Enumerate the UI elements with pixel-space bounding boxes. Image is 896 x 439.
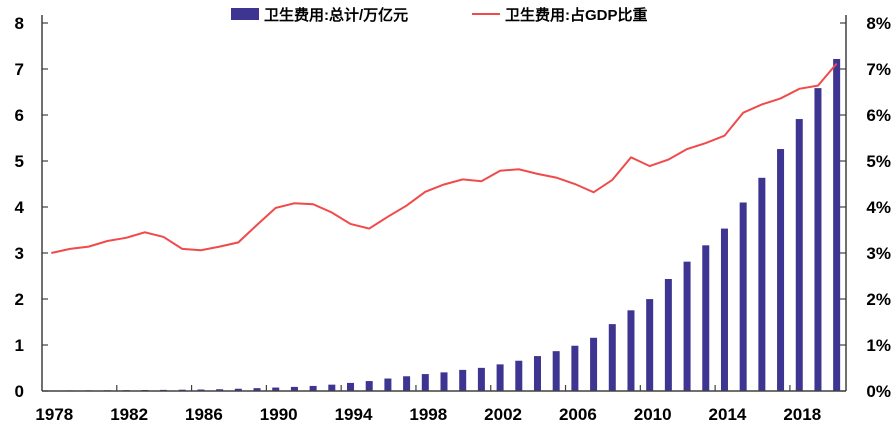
right-tick-label: 7% — [866, 60, 891, 79]
right-tick-label: 0% — [866, 382, 891, 401]
bar-1996 — [384, 379, 391, 391]
left-tick-label: 1 — [15, 336, 24, 355]
bar-1998 — [422, 374, 429, 391]
left-tick-label: 6 — [15, 106, 24, 125]
right-tick-label: 3% — [866, 244, 891, 263]
bar-2019 — [814, 88, 821, 391]
bar-2020 — [833, 59, 840, 391]
x-tick-label: 1990 — [260, 405, 298, 424]
legend-label-line: 卫生费用:占GDP比重 — [505, 6, 648, 24]
x-tick-label: 1978 — [35, 405, 73, 424]
left-tick-label: 5 — [15, 152, 24, 171]
x-tick-label: 2010 — [634, 405, 672, 424]
bar-2015 — [740, 202, 747, 391]
x-tick-label: 1982 — [110, 405, 148, 424]
left-tick-label: 8 — [15, 14, 24, 33]
bars — [48, 59, 840, 391]
line-series — [51, 63, 837, 253]
bar-2010 — [646, 299, 653, 391]
bar-1999 — [441, 372, 448, 391]
x-tick-label: 1986 — [185, 405, 223, 424]
bar-2000 — [459, 370, 466, 391]
bar-2011 — [665, 279, 672, 391]
legend: 卫生费用:总计/万亿元 卫生费用:占GDP比重 — [231, 6, 648, 24]
left-tick-label: 3 — [15, 244, 24, 263]
x-tick-label: 2006 — [559, 405, 597, 424]
bar-2009 — [627, 310, 634, 391]
right-tick-label: 5% — [866, 152, 891, 171]
right-tick-label: 6% — [866, 106, 891, 125]
bar-2008 — [609, 324, 616, 391]
bar-2001 — [478, 368, 485, 391]
x-tick-label: 2014 — [709, 405, 747, 424]
bar-2018 — [796, 119, 803, 391]
bar-1993 — [328, 385, 335, 391]
left-tick-label: 7 — [15, 60, 24, 79]
left-tick-label: 0 — [15, 382, 24, 401]
right-tick-label: 4% — [866, 198, 891, 217]
bar-2017 — [777, 149, 784, 391]
bar-1997 — [403, 376, 410, 391]
gdp-share-line — [51, 64, 836, 254]
bar-2005 — [553, 351, 560, 391]
bar-2012 — [684, 262, 691, 391]
bar-2013 — [702, 245, 709, 391]
bar-1992 — [310, 386, 317, 391]
left-tick-label: 4 — [15, 198, 25, 217]
right-tick-label: 8% — [866, 14, 891, 33]
left-tick-label: 2 — [15, 290, 24, 309]
bar-1995 — [366, 381, 373, 391]
bar-2007 — [590, 338, 597, 391]
right-tick-label: 2% — [866, 290, 891, 309]
legend-label-bar: 卫生费用:总计/万亿元 — [264, 6, 408, 24]
x-tick-label: 2002 — [484, 405, 522, 424]
bar-2006 — [571, 346, 578, 391]
bar-1994 — [347, 383, 354, 391]
bar-2016 — [758, 178, 765, 391]
bar-2003 — [515, 361, 522, 391]
x-tick-label: 1994 — [335, 405, 373, 424]
right-tick-label: 1% — [866, 336, 891, 355]
x-tick-label: 2018 — [783, 405, 821, 424]
legend-swatch-bar — [231, 8, 259, 20]
bar-2014 — [721, 229, 728, 391]
bar-2002 — [497, 364, 504, 391]
bar-2004 — [534, 356, 541, 391]
x-tick-label: 1998 — [409, 405, 447, 424]
